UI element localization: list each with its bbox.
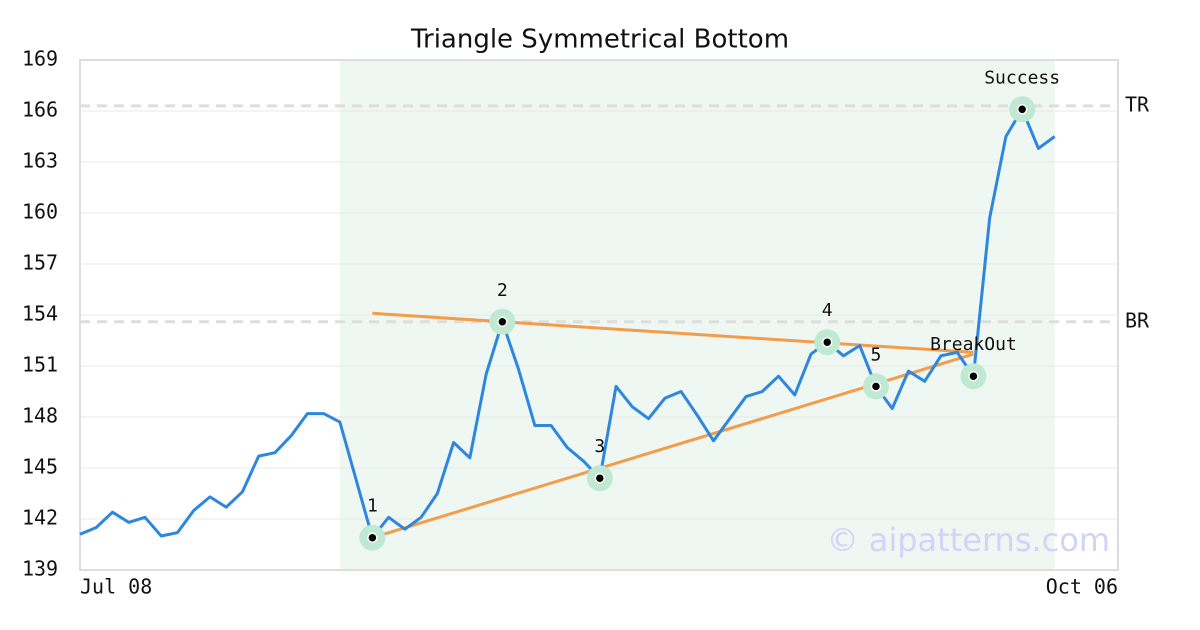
watermark: © aipatterns.com bbox=[827, 521, 1110, 559]
point-dot bbox=[497, 316, 508, 328]
y-tick-label: 154 bbox=[22, 302, 58, 326]
point-dot bbox=[594, 472, 606, 484]
y-tick-label: 166 bbox=[22, 98, 58, 122]
point-dot bbox=[821, 336, 833, 348]
point-label: 4 bbox=[822, 300, 833, 321]
point-dot bbox=[968, 370, 979, 382]
x-tick-label: Jul 08 bbox=[80, 575, 152, 599]
y-tick-label: 139 bbox=[22, 557, 58, 581]
y-tick-label: 169 bbox=[22, 47, 58, 71]
point-label: 1 bbox=[367, 496, 378, 517]
y-tick-label: 145 bbox=[22, 455, 58, 479]
y-tick-label: 160 bbox=[22, 200, 58, 224]
chart-title: Triangle Symmetrical Bottom bbox=[410, 25, 789, 55]
price-line bbox=[79, 107, 1056, 540]
point-label: 5 bbox=[871, 344, 882, 365]
point-label: 3 bbox=[594, 436, 605, 457]
level-label: BR bbox=[1125, 308, 1150, 332]
point-label: 2 bbox=[497, 280, 508, 301]
y-tick-label: 163 bbox=[22, 149, 58, 173]
y-tick-label: 157 bbox=[22, 251, 58, 275]
point-label: Success bbox=[984, 67, 1060, 88]
x-tick-label: Oct 06 bbox=[1046, 575, 1118, 599]
trendline bbox=[372, 311, 974, 354]
y-tick-label: 142 bbox=[22, 506, 58, 530]
point-label: BreakOut bbox=[930, 334, 1017, 355]
point-dot bbox=[870, 381, 882, 392]
y-tick-label: 151 bbox=[22, 353, 58, 377]
point-dot bbox=[367, 532, 378, 543]
plot-frame bbox=[79, 59, 1119, 571]
level-label: TR bbox=[1125, 92, 1150, 116]
point-dot bbox=[1016, 104, 1028, 115]
y-tick-label: 148 bbox=[22, 404, 58, 428]
